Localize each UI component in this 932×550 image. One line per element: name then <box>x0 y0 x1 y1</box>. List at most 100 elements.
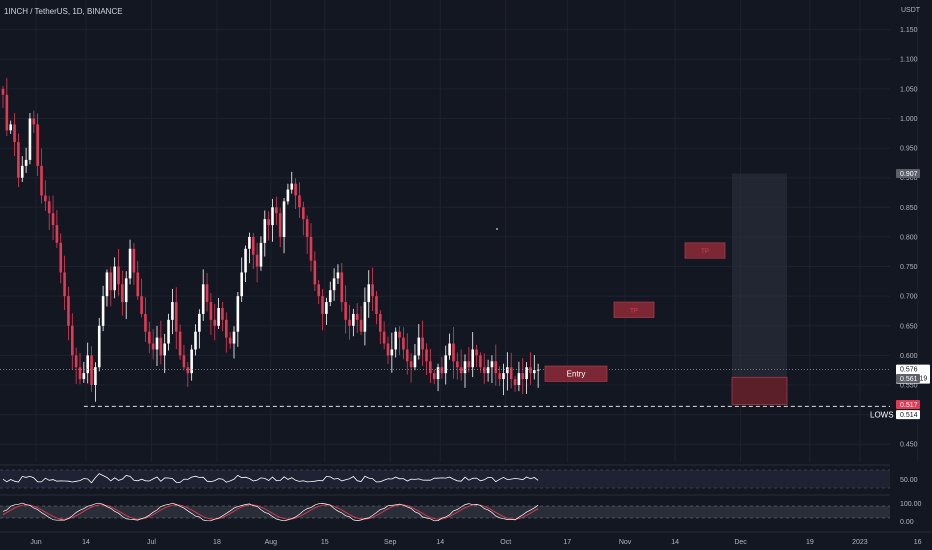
candle-body <box>313 260 317 285</box>
candle-body <box>155 337 159 350</box>
candlestick-series <box>1 78 540 402</box>
candle-body <box>182 355 186 368</box>
price-tick-label: 1.150 <box>900 27 918 34</box>
candle-body <box>113 266 116 291</box>
candle-body <box>509 367 513 380</box>
candle-body <box>305 219 309 237</box>
candle-body <box>475 349 478 356</box>
time-tick-label: 14 <box>82 539 90 546</box>
entry-price-tag: 0.561 <box>896 373 920 383</box>
candle-body <box>240 272 243 297</box>
candle-body <box>205 284 209 303</box>
candle-body <box>506 367 509 374</box>
time-tick-label: Dec <box>734 539 747 546</box>
candle-body <box>332 278 336 291</box>
target-price-tag: 0.907 <box>896 169 920 179</box>
time-tick-label: Nov <box>619 539 632 546</box>
stoch-lower-label: 0.00 <box>900 519 914 526</box>
svg-text:0.561: 0.561 <box>900 376 918 383</box>
price-tick-label: 0.450 <box>900 442 918 449</box>
candle-body <box>471 349 474 368</box>
candle-body <box>78 367 82 380</box>
candle-body <box>282 201 286 237</box>
candle-body <box>198 313 201 332</box>
candle-body <box>486 367 490 374</box>
candle-body <box>409 361 413 368</box>
price-tick-label: 0.950 <box>900 146 918 153</box>
candle-body <box>386 343 390 356</box>
candle-body <box>171 302 174 320</box>
candle-body <box>355 313 359 320</box>
entry-zone[interactable]: Entry <box>544 365 608 382</box>
candle-body <box>490 361 494 368</box>
candle-body <box>536 369 540 371</box>
price-tick-label: 1.000 <box>900 116 918 123</box>
candle-body <box>463 361 467 374</box>
candle-body <box>521 373 525 380</box>
candle-body <box>228 337 232 344</box>
candle-body <box>444 355 448 374</box>
time-axis[interactable]: Jun 14 Jul 18 Aug 15 Sep 14 Oct 17 Nov 14 Dec 19 2023 1… <box>30 539 921 546</box>
time-tick-label: 18 <box>213 539 221 546</box>
candle-body <box>348 319 351 326</box>
candle-body <box>398 331 401 338</box>
candle-body <box>201 284 205 314</box>
candle-body <box>429 361 432 374</box>
candle-body <box>59 242 63 273</box>
time-tick-label: 14 <box>671 539 679 546</box>
candle-body <box>51 213 55 226</box>
candle-body <box>86 355 89 374</box>
chart-grid <box>0 0 919 462</box>
stoch-band <box>0 506 890 518</box>
price-tick-label: 1.050 <box>900 86 918 93</box>
candle-body <box>225 319 228 338</box>
candle-body <box>194 331 197 350</box>
candle-body <box>302 207 305 220</box>
candle-body <box>232 331 236 344</box>
take-profit-2-label: TP <box>701 249 709 255</box>
price-axis[interactable]: 1.150 1.100 1.050 1.000 0.950 0.900 0.850 0.800… <box>900 27 918 449</box>
symbol-title[interactable]: 1INCH / TetherUS, 1D, BINANCE <box>4 7 123 16</box>
time-tick-label: 14 <box>436 539 444 546</box>
candle-body <box>298 195 301 208</box>
candle-body <box>417 337 421 356</box>
candle-body <box>517 373 521 385</box>
candle-body <box>236 296 240 332</box>
take-profit-zone-2[interactable]: TP <box>684 242 726 259</box>
candle-body <box>421 337 424 350</box>
candle-body <box>286 189 290 202</box>
candle-body <box>275 207 278 214</box>
candle-body <box>394 331 397 350</box>
time-tick-label: Jul <box>147 539 156 546</box>
candle-body <box>525 367 528 380</box>
time-tick-label: 2023 <box>852 539 868 546</box>
stop-loss-box <box>731 376 788 405</box>
candle-body <box>533 370 536 374</box>
candle-body <box>251 236 255 255</box>
candle-body <box>209 302 213 320</box>
take-profit-zone-1[interactable]: TP <box>613 301 655 318</box>
candle-body <box>267 219 270 226</box>
candle-body <box>425 349 428 362</box>
price-tick-label: 0.700 <box>900 294 918 301</box>
candle-body <box>144 313 147 332</box>
candle-body <box>359 319 363 332</box>
candle-body <box>390 349 394 356</box>
entry-label: Entry <box>567 370 586 379</box>
stop-price-tag: 0.517 <box>896 400 920 410</box>
candle-body <box>336 272 340 279</box>
price-tick-label: 0.900 <box>900 175 918 182</box>
candle-body <box>482 367 486 374</box>
candle-body <box>213 319 217 326</box>
candle-body <box>452 343 455 362</box>
candle-body <box>24 159 28 166</box>
lows-label: LOWS <box>870 410 894 419</box>
stoch-upper-label: 100.00 <box>900 501 922 508</box>
candle-body <box>382 331 386 344</box>
time-tick-label: Sep <box>384 539 397 546</box>
candle-body <box>436 367 440 380</box>
candle-body <box>325 302 328 314</box>
candle-body <box>148 331 151 344</box>
candle-body <box>82 373 86 380</box>
